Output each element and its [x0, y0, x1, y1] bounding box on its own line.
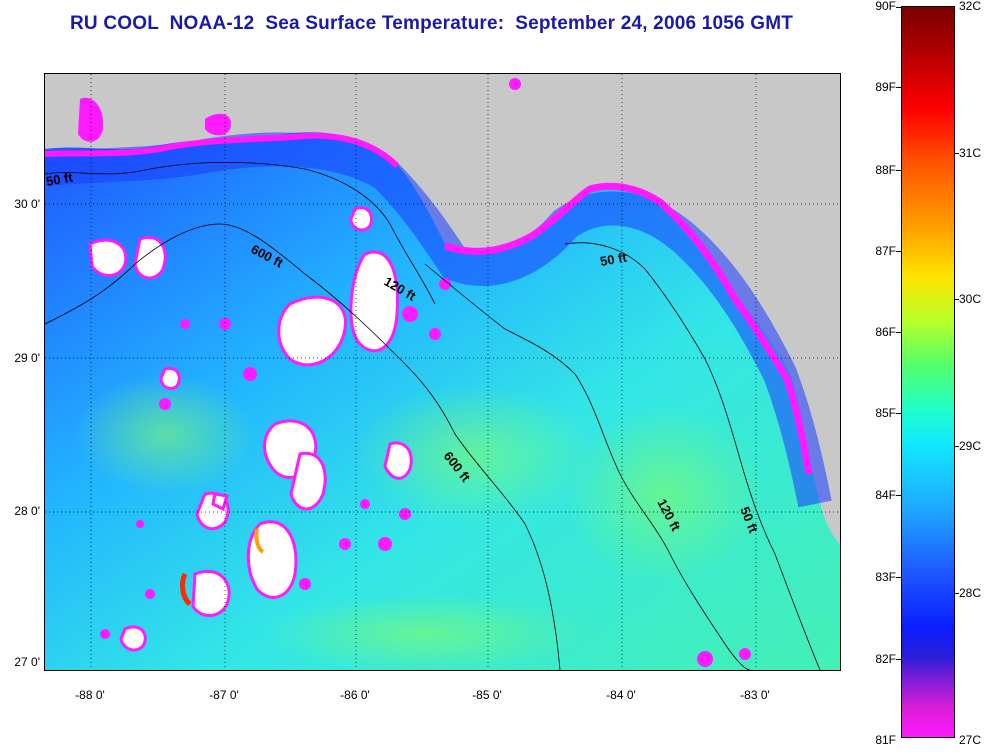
coastal-fringe	[45, 132, 400, 169]
lon-label-88: -88 0'	[75, 688, 105, 702]
contour-50ft-west	[45, 161, 436, 305]
bay-fringe	[205, 113, 231, 136]
temperature-colorbar	[901, 6, 955, 738]
colorbar-label-f: 86F	[875, 325, 896, 339]
cloud-fringe-spots	[100, 78, 751, 667]
colorbar-label-f: 88F	[875, 163, 896, 177]
cloud-mask	[88, 206, 413, 652]
lon-label-87: -87 0'	[209, 688, 239, 702]
warm-patch	[265, 594, 585, 670]
contour-120ft	[424, 263, 751, 670]
colorbar-label-c: 30C	[959, 292, 982, 306]
lon-label-83: -83 0'	[740, 688, 770, 702]
sst-map[interactable]: 50 ft 600 ft 120 ft 50 ft 600 ft 120 ft …	[44, 73, 841, 671]
colorbar-label-c: 29C	[959, 439, 982, 453]
colorbar-label-c: 27C	[959, 733, 982, 747]
lon-label-86: -86 0'	[340, 688, 370, 702]
graticule	[45, 74, 840, 670]
lat-label-30: 30 0'	[14, 197, 40, 211]
colorbar-label-f: 89F	[875, 80, 896, 94]
lon-label-84: -84 0'	[606, 688, 636, 702]
lat-label-29: 29 0'	[14, 351, 40, 365]
contour-50ft-east	[564, 242, 821, 670]
colorbar-label-f: 81F	[875, 733, 896, 747]
colorbar-label-f: 83F	[875, 570, 896, 584]
warm-patch	[355, 384, 595, 524]
colorbar-label-c: 31C	[959, 146, 982, 160]
warm-streak	[254, 528, 265, 554]
warm-streak	[180, 572, 192, 607]
colorbar-label-f: 90F	[875, 0, 896, 13]
colorbar-label-c: 32C	[959, 0, 982, 13]
lat-label-28: 28 0'	[14, 504, 40, 518]
bay-fringe	[78, 97, 104, 142]
contour-label: 50 ft	[599, 249, 629, 269]
warm-patch	[75, 374, 255, 494]
contour-600ft-west	[45, 223, 561, 670]
lat-label-27: 27 0'	[14, 655, 40, 669]
colorbar-label-f: 85F	[875, 406, 896, 420]
colorbar-label-f: 82F	[875, 652, 896, 666]
colorbar-label-c: 28C	[959, 586, 982, 600]
contour-label: 50 ft	[45, 169, 75, 189]
colorbar-label-f: 87F	[875, 244, 896, 258]
warm-patch	[565, 404, 765, 584]
coastal-fringe	[443, 182, 813, 475]
sst-map-canvas: 50 ft 600 ft 120 ft 50 ft 600 ft 120 ft …	[45, 74, 840, 670]
colorbar-label-f: 84F	[875, 488, 896, 502]
chart-title: RU COOL NOAA-12 Sea Surface Temperature:…	[70, 13, 794, 34]
lon-label-85: -85 0'	[472, 688, 502, 702]
